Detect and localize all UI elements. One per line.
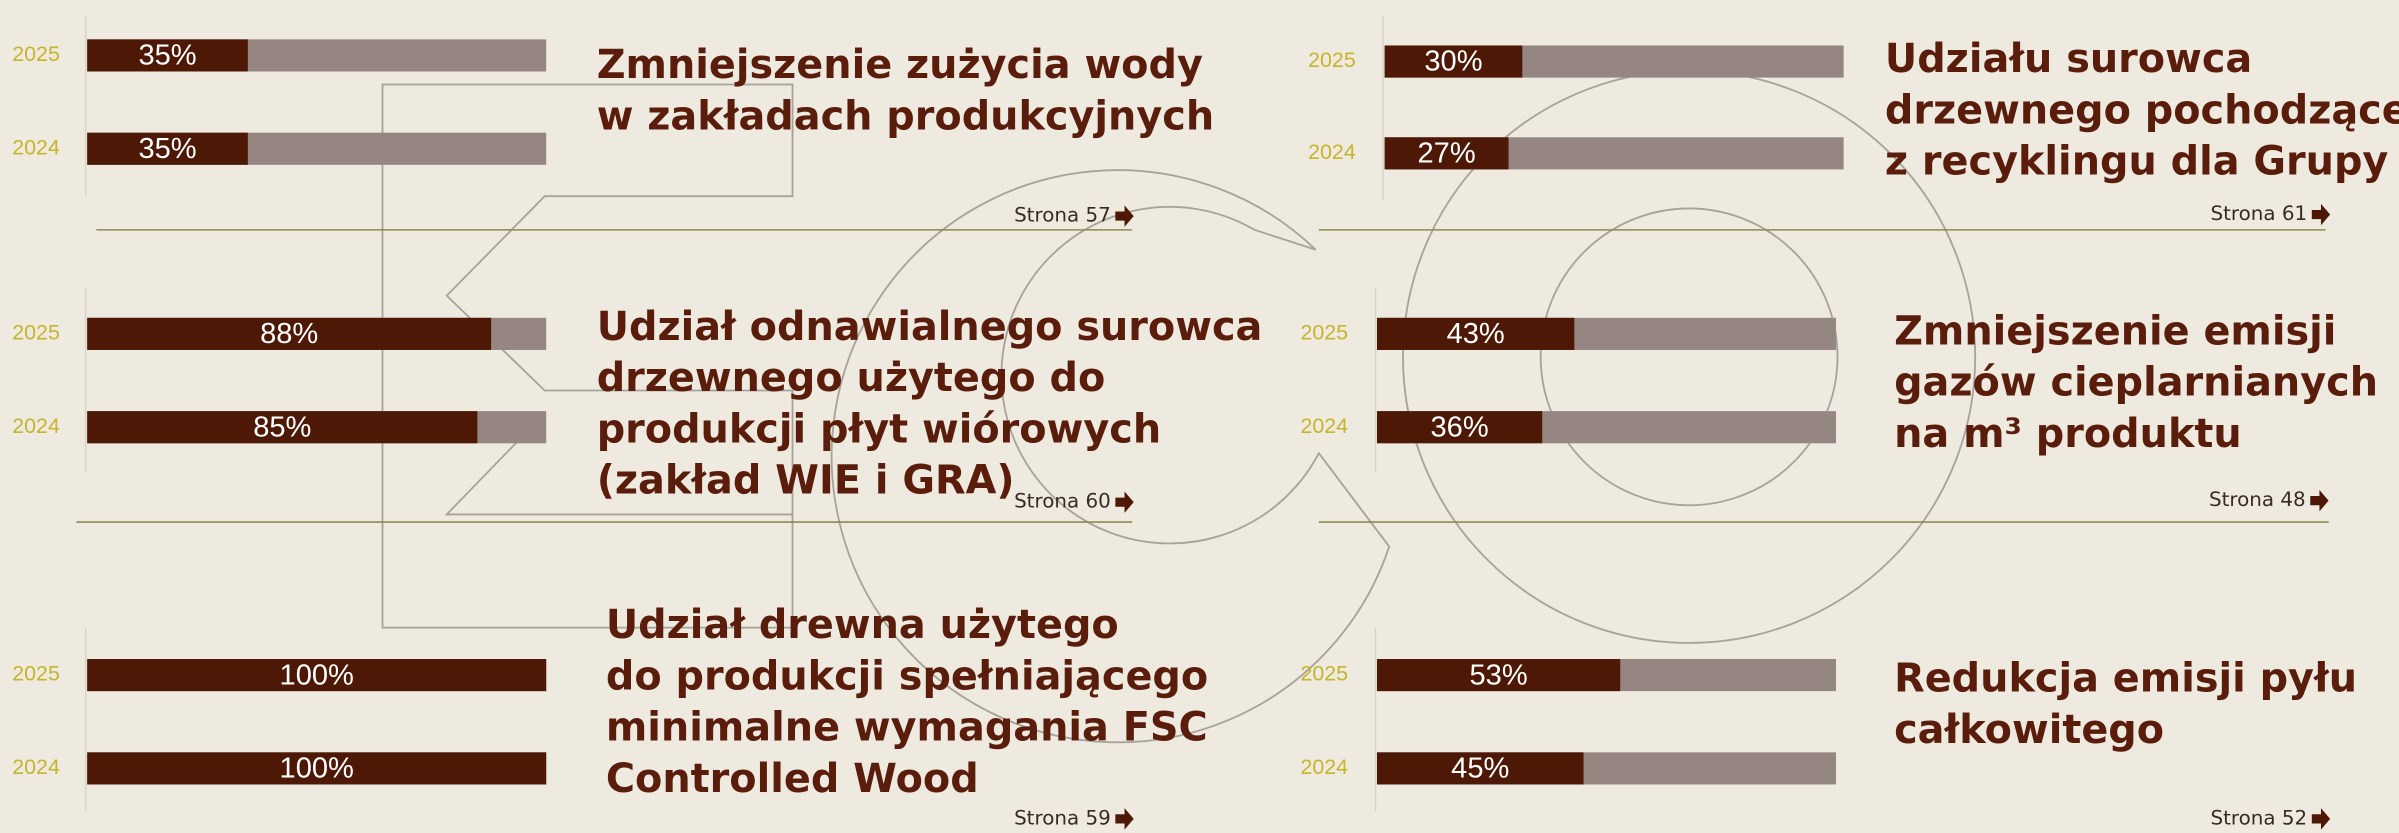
panel-title: minimalne wymagania FSC [606, 705, 1208, 751]
bar [1384, 137, 1509, 170]
year-label: 2024 [1300, 414, 1348, 438]
value-label: 85% [253, 411, 311, 443]
arrow-icon [1115, 205, 1134, 227]
dividers [76, 229, 2329, 523]
page-link: Strona 57 [1014, 204, 1111, 227]
bar [87, 752, 547, 785]
year-label: 2025 [12, 321, 60, 345]
panel-title: gazów cieplarnianych [1894, 360, 2378, 406]
panel-title: z recyklingu dla Grupy [1885, 139, 2388, 185]
kpi-panel: 2025 30% 2024 27% Udziału surowca drzewnego p… [1308, 15, 2399, 226]
value-label: 45% [1451, 753, 1509, 785]
panel-title: Redukcja emisji pyłu [1894, 656, 2357, 702]
page-link: Strona 61 [2211, 202, 2308, 225]
value-label: 43% [1447, 318, 1505, 350]
value-label: 35% [138, 40, 196, 72]
value-label: 35% [138, 133, 196, 165]
bar [1384, 45, 1523, 78]
value-label: 30% [1424, 46, 1482, 78]
panel-title: Udział drewna użytego [606, 602, 1119, 648]
arrow-icon [2311, 203, 2331, 226]
value-label: 36% [1431, 411, 1489, 443]
year-label: 2024 [12, 135, 60, 159]
arrow-icon [2310, 489, 2329, 512]
panel-title: drzewnego użytego do [597, 355, 1106, 401]
panel-title: drzewnego pochodzącego [1885, 87, 2399, 133]
value-label: 88% [260, 318, 318, 350]
bar [1376, 659, 1621, 692]
panel-title: Udziału surowca [1885, 36, 2252, 82]
bar [1376, 752, 1584, 785]
panel-title: całkowitego [1894, 707, 2164, 753]
panel-title: Controlled Wood [606, 756, 979, 802]
panel-title: na m³ produktu [1894, 411, 2242, 457]
value-label: 27% [1418, 138, 1476, 170]
year-label: 2025 [1308, 48, 1356, 72]
year-label: 2024 [1300, 755, 1348, 779]
bar [87, 659, 547, 692]
year-label: 2025 [12, 662, 60, 686]
year-label: 2025 [1300, 662, 1348, 686]
bar [1376, 411, 1543, 444]
decoration [381, 69, 1977, 744]
value-label: 53% [1470, 659, 1528, 691]
bar [87, 132, 248, 165]
year-label: 2025 [12, 42, 60, 66]
bar [87, 317, 492, 350]
value-label: 100% [280, 659, 354, 691]
arrow-icon [1115, 808, 1134, 830]
kpi-panel: 2025 88% 2024 85% Udział odnawialnego surowc… [12, 287, 1263, 513]
page-link: Strona 60 [1014, 490, 1111, 513]
page-link: Strona 48 [2209, 488, 2306, 511]
arrow-icon [1115, 491, 1134, 513]
page-link: Strona 52 [2211, 806, 2308, 829]
panel-title: w zakładach produkcyjnych [597, 93, 1214, 139]
kpi-panel: 2025 43% 2024 36% Zmniejszenie emisji gazów c… [1300, 287, 2378, 512]
arrow-icon [2311, 808, 2331, 830]
panel-title: Zmniejszenie zużycia wody [597, 42, 1203, 88]
bar [1376, 317, 1575, 350]
kpi-panel: 2025 35% 2024 35% Zmniejszenie zużycia wody w… [12, 15, 1214, 227]
bar [87, 39, 248, 72]
panel-title: (zakład WIE i GRA) [597, 458, 1015, 504]
year-label: 2024 [12, 755, 60, 779]
panel-title: Udział odnawialnego surowca [597, 304, 1263, 350]
bar [87, 411, 478, 444]
page-link: Strona 59 [1014, 806, 1111, 829]
year-label: 2024 [12, 414, 60, 438]
panel-title: do produkcji spełniającego [606, 653, 1208, 699]
kpi-panel: 2025 100% 2024 100% Udział drewna użytego do … [12, 602, 1208, 830]
year-label: 2025 [1300, 321, 1348, 345]
kpi-panel: 2025 53% 2024 45% Redukcja emisji pyłu całkow… [1300, 627, 2357, 830]
year-label: 2024 [1308, 140, 1356, 164]
panel-title: produkcji płyt wiórowych [597, 406, 1161, 452]
value-label: 100% [280, 753, 354, 785]
panel-title: Zmniejszenie emisji [1894, 308, 2336, 354]
